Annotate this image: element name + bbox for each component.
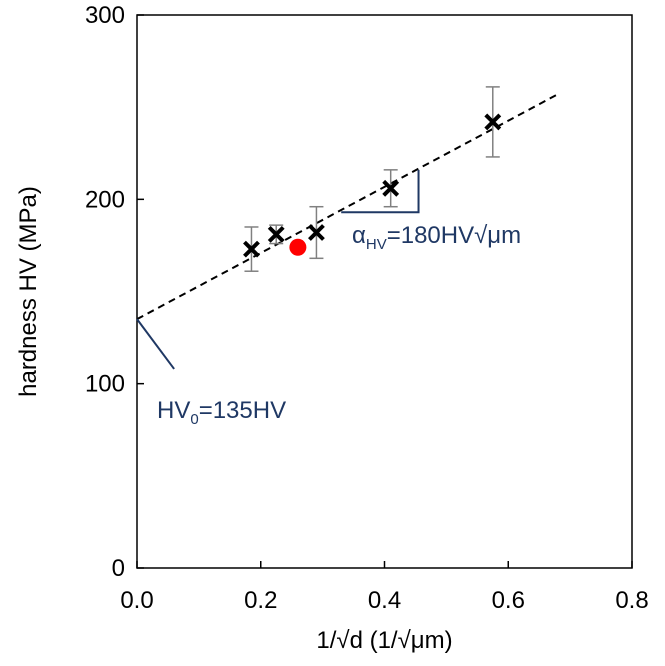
x-tick-label: 0.6 xyxy=(492,587,525,614)
x-tick-label: 0.0 xyxy=(120,587,153,614)
slope-label: αHV=180HV√μm xyxy=(352,222,521,253)
intercept-label-sub: 0 xyxy=(190,411,198,428)
intercept-label-rest: =135HV xyxy=(199,397,286,424)
x-tick-label: 0.2 xyxy=(244,587,277,614)
plot-frame xyxy=(136,14,633,569)
y-axis-ticks: 0 100 200 300 xyxy=(85,2,144,582)
intercept-label: HV0=135HV xyxy=(157,397,286,428)
intercept-leader-line xyxy=(136,318,175,370)
fit-line xyxy=(136,93,559,321)
x-axis-title: 1/√d (1/√μm) xyxy=(316,627,452,654)
data-point-circle xyxy=(289,238,307,256)
data-point-x xyxy=(243,240,260,258)
data-point-x xyxy=(484,113,502,131)
intercept-label-base: HV xyxy=(157,397,190,424)
y-tick-label: 100 xyxy=(85,371,125,398)
data-point-x xyxy=(267,225,285,243)
y-tick-label: 200 xyxy=(85,186,125,213)
plot-area xyxy=(136,14,633,569)
slope-triangle xyxy=(341,169,420,214)
y-axis-title: hardness HV (MPa) xyxy=(15,186,42,397)
data-points-group xyxy=(243,113,502,258)
x-axis-ticks: 0.0 0.2 0.4 0.6 0.8 xyxy=(120,561,649,614)
slope-label-base: α xyxy=(352,222,366,249)
x-tick-label: 0.4 xyxy=(368,587,401,614)
fit-line-group xyxy=(136,93,559,321)
slope-label-rest: =180HV√μm xyxy=(387,222,521,249)
data-point-x xyxy=(382,179,400,197)
slope-label-sub: HV xyxy=(366,236,387,253)
y-tick-label: 300 xyxy=(85,2,125,29)
y-tick-label: 0 xyxy=(112,555,125,582)
x-tick-label: 0.8 xyxy=(615,587,648,614)
data-point-x xyxy=(308,224,325,241)
